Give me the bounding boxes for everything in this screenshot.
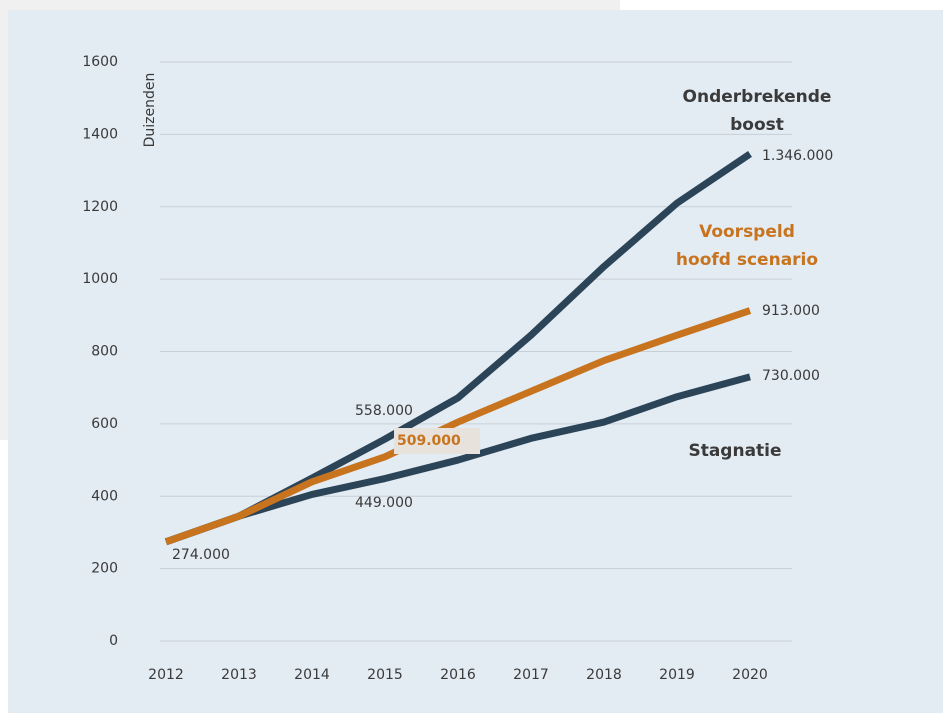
series-label: Onderbrekende boost [682,87,832,135]
y-tick-label: 1000 [82,271,118,287]
data-label: 913.000 [762,303,820,319]
x-tick-label: 2013 [221,667,257,683]
y-tick-label: 400 [91,488,118,504]
x-tick-label: 2020 [732,667,768,683]
x-tick-label: 2016 [440,667,476,683]
y-tick-label: 1400 [82,126,118,142]
y-tick-label: 1600 [82,54,118,70]
x-tick-label: 2018 [586,667,622,683]
x-tick-label: 2017 [513,667,549,683]
x-tick-label: 2015 [367,667,403,683]
bg-white [0,440,8,713]
y-axis-label: Duizenden [142,73,158,148]
y-tick-label: 1200 [82,199,118,215]
data-label: 1.346.000 [762,148,833,164]
x-tick-label: 2014 [294,667,330,683]
y-tick-label: 600 [91,416,118,432]
series-label: Stagnatie [688,441,782,461]
line [164,307,752,546]
x-tick-label: 2012 [148,667,184,683]
panel [8,10,943,713]
bg-white [620,0,943,12]
series-label: Voorspeld hoofd scenario [675,222,819,270]
data-label: 509.000 [397,433,461,449]
label-box [394,428,480,454]
y-tick-label: 800 [91,344,118,360]
data-label: 449.000 [355,495,413,511]
data-label: 558.000 [355,403,413,419]
y-tick-label: 200 [91,561,118,577]
data-label: 274.000 [172,547,230,563]
y-tick-label: 0 [109,633,118,649]
x-tick-label: 2019 [659,667,695,683]
line [164,373,751,546]
data-label: 730.000 [762,368,820,384]
